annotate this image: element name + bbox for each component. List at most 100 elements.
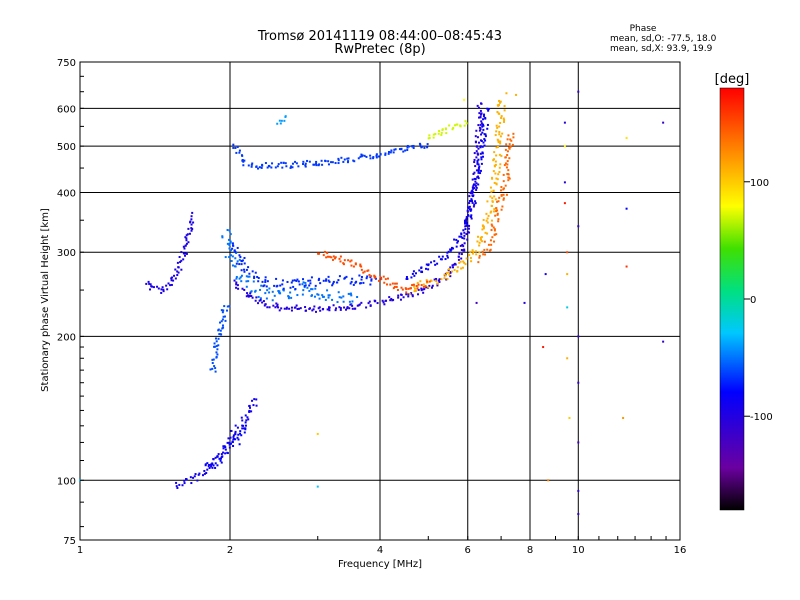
echo-point (483, 248, 486, 251)
echo-point (446, 277, 449, 280)
echo-point (478, 116, 481, 119)
echo-point (465, 233, 468, 236)
echo-point (302, 160, 305, 163)
echo-point (237, 433, 240, 436)
echo-point (481, 228, 484, 231)
echo-point (238, 443, 241, 446)
echo-point (247, 418, 250, 421)
echo-point (512, 132, 515, 135)
echo-point (183, 482, 186, 485)
echo-point (502, 173, 505, 176)
echo-point (354, 263, 357, 266)
echo-point (248, 272, 251, 275)
echo-point (340, 296, 343, 299)
y-tick-label: 750 (57, 58, 76, 69)
echo-point (290, 309, 293, 312)
echo-point (255, 404, 258, 407)
echo-point (253, 276, 256, 279)
echo-point (218, 457, 221, 460)
echo-point (507, 173, 510, 176)
echo-point (479, 113, 482, 116)
echo-point (237, 287, 240, 290)
echo-point (251, 162, 254, 165)
echo-point (423, 288, 426, 291)
echo-point (385, 299, 388, 302)
echo-point (257, 277, 260, 280)
echo-point (265, 297, 268, 300)
echo-point (497, 112, 500, 115)
echo-point (504, 156, 507, 159)
echo-point (463, 237, 466, 240)
echo-point (242, 427, 245, 430)
echo-point (234, 424, 237, 427)
echo-point (240, 416, 243, 419)
echo-point (475, 129, 478, 132)
echo-point (544, 273, 547, 276)
echo-point (466, 238, 469, 241)
echo-point (353, 160, 356, 163)
echo-point (302, 278, 305, 281)
echo-point (216, 455, 219, 458)
echo-point (240, 260, 243, 263)
echo-point (246, 294, 249, 297)
echo-point (468, 200, 471, 203)
echo-point (471, 200, 474, 203)
echo-point (474, 200, 477, 203)
echo-point (496, 126, 499, 129)
echo-point (248, 275, 251, 278)
echo-point (482, 227, 485, 230)
echo-point (334, 257, 337, 260)
echo-point (255, 398, 258, 401)
echo-point (369, 283, 372, 286)
echo-point (566, 251, 569, 254)
echo-point (211, 367, 214, 370)
echo-point (295, 304, 298, 307)
echo-point (428, 284, 431, 287)
echo-point (453, 124, 456, 127)
echo-point (456, 123, 459, 126)
phase-stats-o-mode: mean, sd,O: -77.5, 18.0 (610, 34, 717, 44)
echo-point (236, 145, 239, 148)
echo-point (196, 479, 199, 482)
echo-point (479, 115, 482, 118)
echo-point (316, 432, 319, 435)
echo-point (427, 268, 430, 271)
echo-point (468, 205, 471, 208)
echo-point (420, 270, 423, 273)
echo-point (493, 228, 496, 231)
echo-point (170, 283, 173, 286)
echo-point (328, 306, 331, 309)
echo-point (568, 416, 571, 419)
echo-point (241, 427, 244, 430)
echo-point (295, 279, 298, 282)
echo-point (231, 255, 234, 258)
echo-point (325, 278, 328, 281)
echo-point (326, 252, 329, 255)
echo-point (500, 189, 503, 192)
echo-point (243, 270, 246, 273)
echo-point (506, 138, 509, 141)
echo-point (500, 154, 503, 157)
echo-point (492, 170, 495, 173)
echo-point (334, 309, 337, 312)
echo-point (480, 120, 483, 123)
echo-point (342, 160, 345, 163)
echo-point (422, 291, 425, 294)
echo-point (219, 321, 222, 324)
echo-point (465, 216, 468, 219)
echo-point (458, 261, 461, 264)
echo-point (314, 287, 317, 290)
echo-point (500, 116, 503, 119)
echo-point (227, 437, 230, 440)
echo-point (313, 305, 316, 308)
y-tick-label: 400 (57, 188, 76, 199)
echo-point (343, 306, 346, 309)
echo-point (290, 165, 293, 168)
echo-point (432, 136, 435, 139)
echo-point (220, 453, 223, 456)
echo-point (221, 235, 224, 238)
echo-point (224, 448, 227, 451)
echo-point (338, 296, 341, 299)
echo-point (495, 177, 498, 180)
echo-point (408, 292, 411, 295)
